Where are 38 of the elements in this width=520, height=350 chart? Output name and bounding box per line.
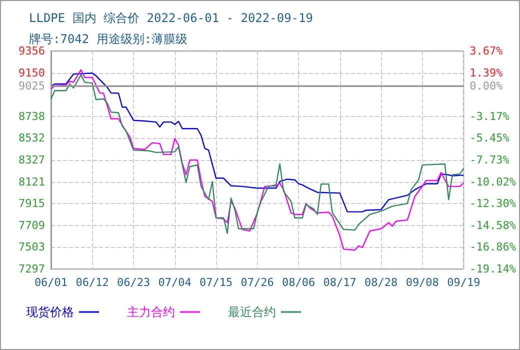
x-tick-label: 09/19 <box>447 276 480 289</box>
y2-tick-label: 3.67% <box>470 44 504 58</box>
x-tick-label: 07/15 <box>199 276 233 289</box>
y-tick-label: 7709 <box>18 218 45 232</box>
x-tick-label: 08/06 <box>282 276 316 289</box>
y2-tick-label: -12.30% <box>470 197 516 210</box>
y2-tick-label: -14.58% <box>470 218 516 232</box>
x-tick-label: 06/01 <box>34 276 68 289</box>
y-tick-label: 9025 <box>18 80 45 93</box>
x-tick-label: 08/28 <box>364 276 398 289</box>
x-tick-label: 07/04 <box>158 276 192 289</box>
x-tick-label: 09/08 <box>406 276 439 289</box>
legend-label: 主力合约 <box>127 305 175 319</box>
y2-tick-label: -19.14% <box>470 262 516 276</box>
y2-tick-label: -10.02% <box>470 175 516 188</box>
y-tick-label: 8121 <box>18 175 45 188</box>
y2-tick-label: -5.45% <box>470 132 510 145</box>
x-tick-label: 08/17 <box>323 276 356 289</box>
y-tick-label: 8327 <box>18 153 45 166</box>
y2-tick-label: 1.39% <box>470 66 504 80</box>
y2-tick-label: -3.17% <box>470 110 510 123</box>
x-tick-label: 07/26 <box>240 276 274 289</box>
y2-tick-label: -7.73% <box>470 153 510 166</box>
y-tick-label: 8738 <box>18 110 45 123</box>
y-tick-label: 9356 <box>18 44 45 58</box>
y-tick-label: 9150 <box>18 66 45 80</box>
y2-tick-label: 0.00% <box>470 80 504 93</box>
y-tick-label: 7503 <box>18 240 45 254</box>
x-tick-label: 06/12 <box>76 276 109 289</box>
x-tick-label: 06/23 <box>116 276 150 289</box>
y-tick-label: 8532 <box>18 132 45 145</box>
chart-subtitle: 牌号:7042 用途级别:薄膜级 <box>29 32 188 46</box>
y2-tick-label: -16.86% <box>470 240 516 254</box>
y-tick-label: 7915 <box>18 197 45 210</box>
legend-label: 现货价格 <box>26 305 74 319</box>
legend-label: 最近合约 <box>228 305 276 319</box>
chart-title: LLDPE 国内 综合价 2022-06-01 - 2022-09-19 <box>29 11 313 25</box>
y-tick-label: 7297 <box>18 262 45 276</box>
